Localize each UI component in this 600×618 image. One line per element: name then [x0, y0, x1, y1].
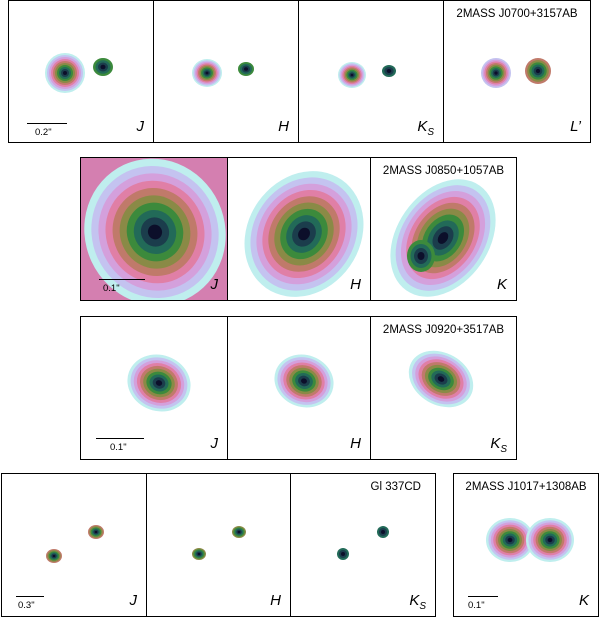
contour-image [486, 518, 574, 562]
contour-level [437, 232, 449, 244]
row1-panel-ks: KS [298, 0, 444, 143]
band-label: J [129, 592, 138, 609]
band-label: L’ [570, 118, 581, 135]
band-label: H [350, 276, 361, 293]
contour-level [547, 537, 553, 543]
contour-image [127, 354, 191, 412]
contour-image [338, 62, 396, 88]
contour-level [535, 68, 541, 74]
system-name: Gl 337CD [370, 481, 422, 493]
row2-panel-h: H [227, 157, 371, 301]
row2-panel-k: 2MASS J0850+1057AB K [370, 157, 517, 301]
row4-panel-h: H [146, 473, 291, 617]
contour-image [84, 158, 226, 300]
contour-level [381, 530, 385, 534]
source-blob [274, 354, 334, 408]
source-blob [377, 526, 389, 538]
contour-image [337, 526, 389, 560]
scale-label: 0.1" [468, 600, 485, 611]
row4-panel-ks: Gl 337CD KS [290, 473, 436, 617]
source-blob [486, 518, 534, 562]
contour-level [244, 67, 248, 71]
contour-image [46, 525, 104, 563]
contour-image [408, 350, 474, 408]
row4-panel-j: 0.3" J [1, 473, 147, 617]
source-blob [93, 58, 113, 76]
band-label: KS [417, 118, 434, 138]
contour-level [63, 71, 67, 75]
contour-level [507, 537, 513, 543]
band-label: H [278, 118, 289, 135]
source-blob [127, 354, 191, 412]
row5-panel-k: 2MASS J1017+1308AB 0.1" K [453, 473, 599, 617]
contour-level [100, 64, 106, 70]
row2-panel-j: 0.1" J [80, 157, 228, 301]
contour-level [94, 530, 98, 534]
row1-panel-j: 0.2" J [8, 0, 154, 143]
band-label: J [210, 435, 219, 452]
band-label: KS [490, 435, 507, 455]
band-label: K [578, 592, 589, 609]
band-label: H [350, 435, 361, 452]
contour-level [298, 227, 310, 241]
contour-level [386, 69, 392, 73]
contour-image [481, 58, 551, 88]
contour-level [341, 552, 345, 556]
source-blob [481, 58, 511, 88]
band-label: J [136, 118, 145, 135]
system-name: 2MASS J0850+1057AB [382, 165, 505, 177]
source-blob [408, 350, 474, 408]
contour-image [244, 171, 364, 297]
band-label: K [496, 276, 507, 293]
contour-image [274, 354, 334, 408]
band-label: H [270, 592, 281, 609]
contour-level [147, 224, 163, 240]
system-name: 2MASS J1017+1308AB [465, 481, 587, 493]
contour-image [45, 53, 113, 93]
row3-panel-h: H [227, 316, 371, 460]
source-blob [238, 62, 254, 76]
contour-level [237, 530, 241, 534]
scale-label: 0.2" [35, 127, 52, 138]
source-blob [244, 171, 364, 297]
system-name: 2MASS J0700+3157AB [456, 8, 578, 20]
source-blob [84, 158, 226, 300]
contour-image [192, 526, 246, 560]
contour-level [155, 380, 163, 386]
source-blob [88, 525, 104, 539]
contour-level [494, 71, 498, 75]
source-blob [45, 53, 85, 93]
row1-panel-h: H [153, 0, 299, 143]
contour-image [390, 179, 496, 297]
row3-panel-ks: 2MASS J0920+3517AB KS [370, 316, 517, 460]
source-blob [525, 58, 551, 84]
contour-level [437, 376, 445, 382]
scale-label: 0.1" [110, 442, 127, 453]
contour-level [52, 554, 56, 558]
source-blob [338, 62, 366, 88]
system-name: 2MASS J0920+3517AB [382, 324, 505, 336]
source-blob [407, 240, 435, 272]
contour-level [417, 252, 425, 260]
source-blob [382, 65, 396, 77]
row1-panel-l: 2MASS J0700+3157AB L’ [443, 0, 591, 143]
contour-image [192, 59, 254, 87]
source-blob [46, 549, 62, 563]
scale-label: 0.1" [103, 283, 120, 294]
band-label: J [210, 276, 219, 293]
source-blob [526, 518, 574, 562]
source-blob [232, 526, 246, 538]
source-blob [390, 179, 496, 297]
source-blob [337, 548, 349, 560]
row3-panel-j: 0.1" J [80, 316, 228, 460]
contour-level [301, 378, 307, 384]
scale-label: 0.3" [18, 600, 35, 611]
contour-level [205, 71, 209, 75]
contour-level [350, 73, 354, 77]
contour-level [197, 552, 201, 556]
source-blob [192, 59, 222, 87]
source-blob [192, 548, 206, 560]
band-label: KS [409, 592, 426, 612]
